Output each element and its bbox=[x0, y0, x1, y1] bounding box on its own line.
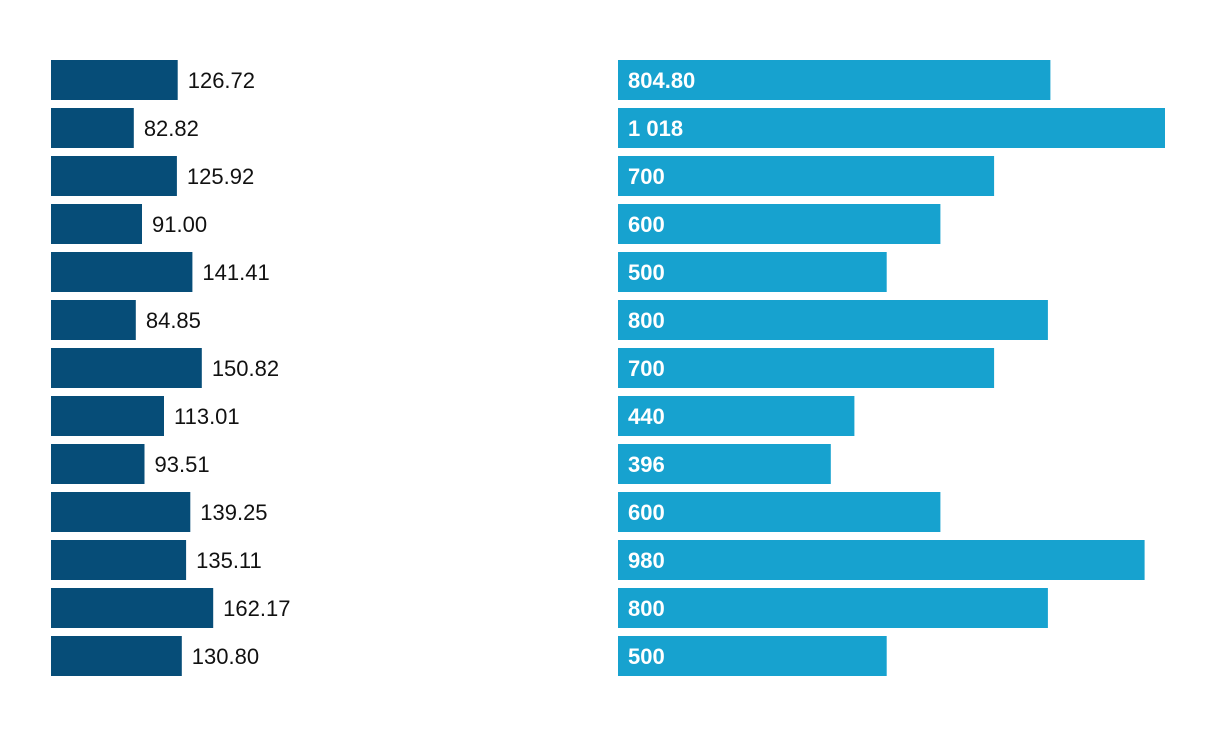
left-value-label: 84.85 bbox=[146, 308, 201, 333]
left-value-label: 139.25 bbox=[200, 500, 267, 525]
left-bar bbox=[51, 252, 193, 292]
left-bar bbox=[51, 60, 178, 100]
right-bar bbox=[618, 252, 887, 292]
right-value-label: 500 bbox=[628, 260, 665, 285]
left-value-label: 91.00 bbox=[152, 212, 207, 237]
right-value-label: 700 bbox=[628, 356, 665, 381]
left-bar bbox=[51, 108, 134, 148]
left-value-label: 141.41 bbox=[202, 260, 269, 285]
right-bar bbox=[618, 540, 1145, 580]
left-bar bbox=[51, 396, 164, 436]
right-value-label: 700 bbox=[628, 164, 665, 189]
right-value-label: 980 bbox=[628, 548, 665, 573]
right-bar bbox=[618, 60, 1051, 100]
left-bar bbox=[51, 588, 214, 628]
right-bar bbox=[618, 636, 887, 676]
left-value-label: 113.01 bbox=[174, 404, 240, 429]
right-value-label: 800 bbox=[628, 596, 665, 621]
right-value-label: 600 bbox=[628, 500, 665, 525]
left-value-label: 82.82 bbox=[144, 116, 199, 141]
left-bar bbox=[51, 444, 145, 484]
right-bar bbox=[618, 492, 941, 532]
right-bar bbox=[618, 300, 1048, 340]
left-bar bbox=[51, 492, 191, 532]
left-value-label: 130.80 bbox=[192, 644, 259, 669]
left-value-label: 126.72 bbox=[188, 68, 255, 93]
right-value-label: 500 bbox=[628, 644, 665, 669]
right-value-label: 1 018 bbox=[628, 116, 683, 141]
right-bar bbox=[618, 396, 855, 436]
right-value-label: 800 bbox=[628, 308, 665, 333]
right-value-label: 804.80 bbox=[628, 68, 695, 93]
right-value-label: 440 bbox=[628, 404, 665, 429]
left-bar bbox=[51, 348, 202, 388]
right-bar-chart: 804.80 1 018 700 600 500 800 700 440 396 600 980 80… bbox=[618, 60, 1165, 676]
left-bar bbox=[51, 204, 142, 244]
left-value-label: 135.11 bbox=[196, 548, 262, 573]
left-bar bbox=[51, 156, 177, 196]
right-bar bbox=[618, 204, 941, 244]
right-bar bbox=[618, 444, 831, 484]
left-value-label: 162.17 bbox=[223, 596, 290, 621]
right-bar bbox=[618, 588, 1048, 628]
right-value-label: 600 bbox=[628, 212, 665, 237]
left-bar bbox=[51, 636, 182, 676]
left-value-label: 125.92 bbox=[187, 164, 254, 189]
left-value-label: 150.82 bbox=[212, 356, 279, 381]
left-bar bbox=[51, 540, 187, 580]
right-bar bbox=[618, 348, 995, 388]
right-value-label: 396 bbox=[628, 452, 665, 477]
left-value-label: 93.51 bbox=[155, 452, 210, 477]
left-bar bbox=[51, 300, 136, 340]
right-bar bbox=[618, 156, 995, 196]
right-bar bbox=[618, 108, 1165, 148]
